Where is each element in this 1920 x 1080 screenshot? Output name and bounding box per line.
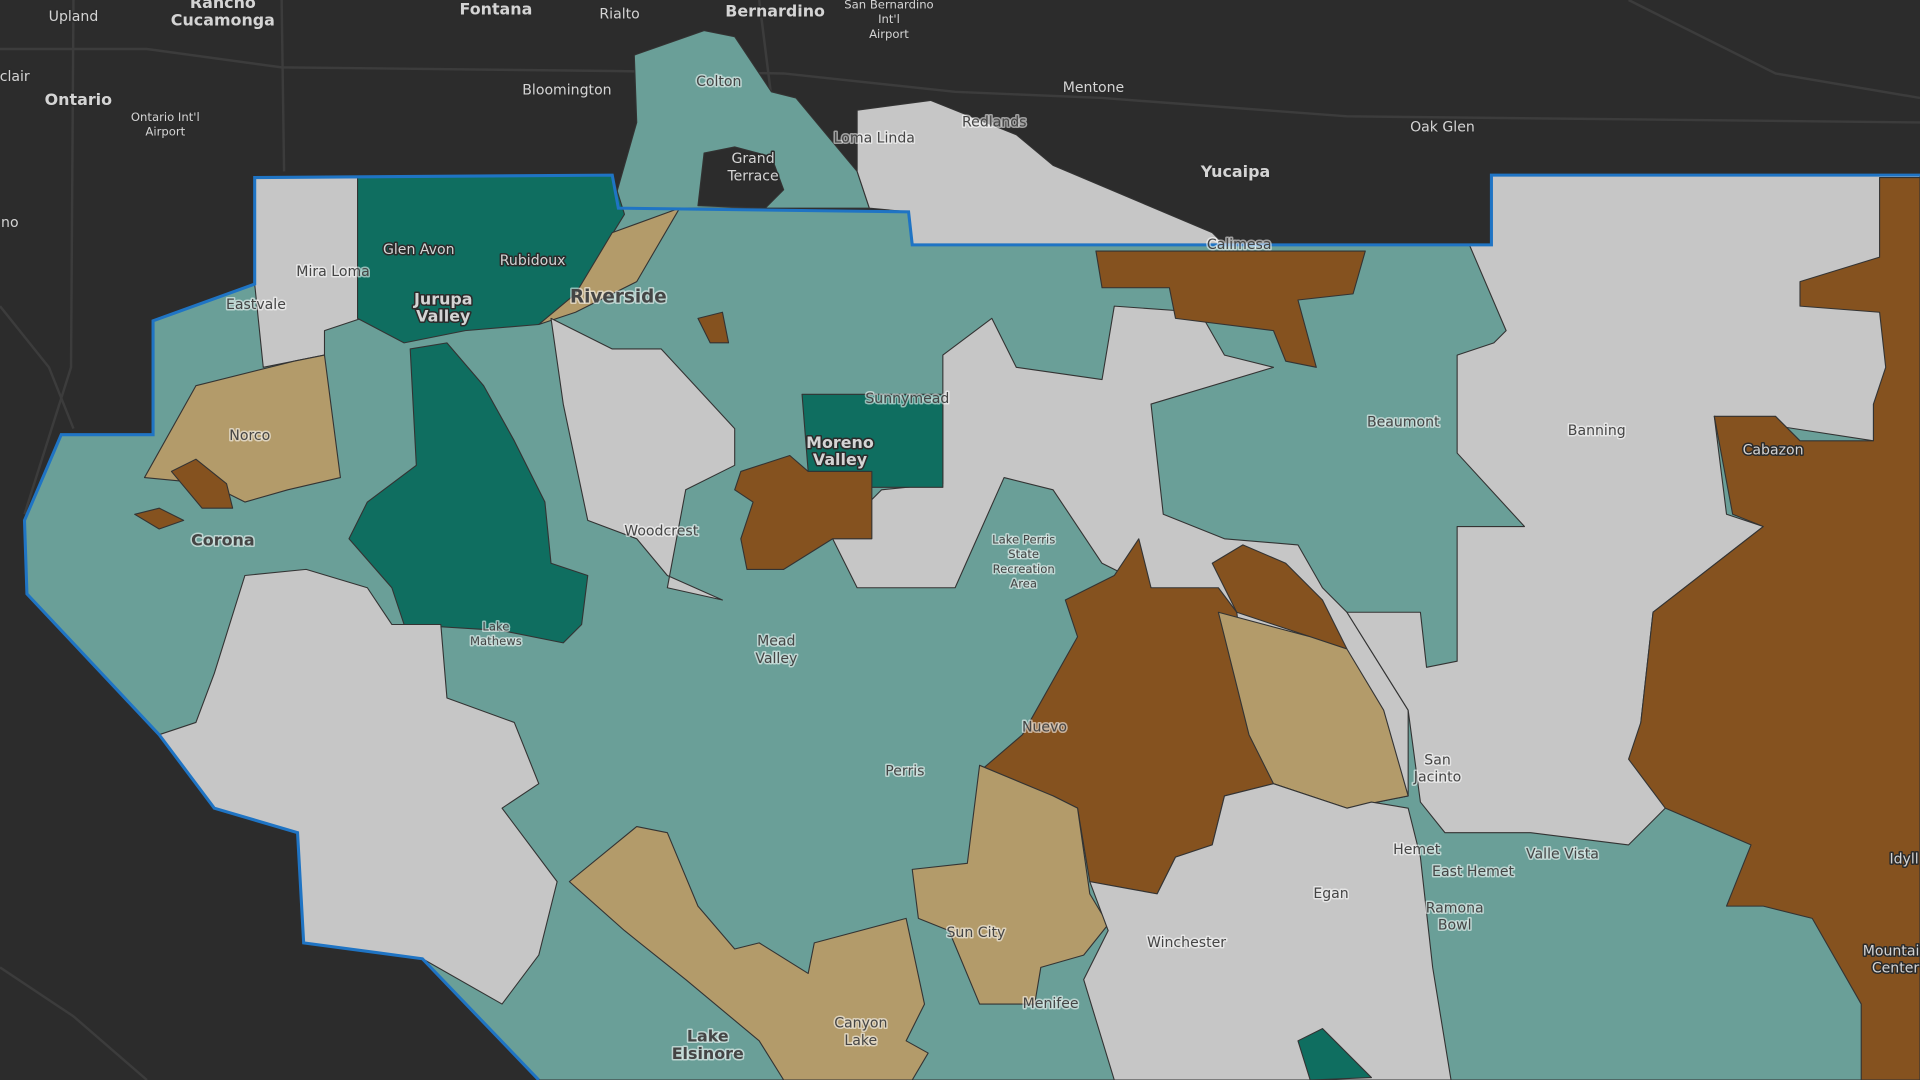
place-label: Area: [1010, 577, 1037, 591]
place-label: East Hemet: [1432, 864, 1514, 880]
place-label: Elsinore: [672, 1044, 744, 1063]
county-boundary: [22, 173, 1920, 1080]
region: [568, 825, 929, 1080]
place-label: Oak Glen: [1410, 119, 1475, 135]
place-label: Colton: [696, 74, 741, 90]
place-label: Ontario: [45, 90, 112, 109]
place-label: Airport: [869, 27, 909, 41]
place-label: Valley: [813, 450, 868, 469]
place-label: Bernardino: [725, 2, 825, 21]
region: [1217, 611, 1409, 809]
place-label: Int'l: [878, 12, 900, 26]
place-label: Mentone: [1063, 80, 1124, 96]
place-label: Riverside: [570, 287, 667, 308]
region: [1211, 544, 1348, 650]
place-label: Idyll: [1889, 852, 1918, 868]
place-label: Lake: [482, 619, 509, 633]
place-label: Jacinto: [1413, 770, 1461, 786]
region: [1628, 177, 1920, 1080]
place-label: San: [1424, 752, 1451, 768]
place-label: Valle Vista: [1526, 847, 1599, 863]
place-label: Mathews: [470, 634, 522, 648]
place-label: no: [1, 215, 19, 231]
place-label: Eastvale: [226, 297, 286, 313]
place-label: Valley: [416, 307, 471, 326]
place-label: Hemet: [1393, 842, 1441, 858]
place-label: Rancho: [190, 0, 256, 12]
place-label: Mountain: [1863, 943, 1920, 959]
place-label: Sun City: [946, 925, 1005, 941]
place-label: Lake Perris: [992, 533, 1055, 547]
place-label: Mead: [757, 634, 795, 650]
place-label: Calimesa: [1207, 237, 1272, 253]
place-label: Glen Avon: [383, 242, 455, 258]
place-label: Menifee: [1023, 996, 1079, 1012]
region: [1095, 250, 1366, 368]
place-label: State: [1008, 547, 1039, 561]
region: [1083, 783, 1452, 1080]
region: [911, 764, 1109, 1005]
place-label: Center: [1872, 961, 1920, 977]
place-label: Ontario Int'l: [131, 110, 200, 124]
place-label: Beaumont: [1367, 414, 1440, 430]
place-label: Banning: [1568, 423, 1626, 439]
place-label: Bowl: [1438, 918, 1472, 934]
place-label: Woodcrest: [624, 523, 698, 539]
place-label: Terrace: [726, 168, 778, 184]
region: [550, 317, 736, 601]
county-regions: [23, 30, 1920, 1080]
place-label: Perris: [885, 763, 924, 779]
place-label: Valley: [755, 651, 797, 667]
place-label: Norco: [229, 428, 270, 444]
place-label: Upland: [49, 9, 99, 25]
region: [734, 454, 873, 570]
region: [134, 507, 185, 530]
place-label: Ramona: [1426, 901, 1484, 917]
place-label: Corona: [191, 531, 254, 550]
place-label: Loma Linda: [834, 130, 915, 146]
place-label: Nuevo: [1022, 719, 1067, 735]
place-label: Egan: [1313, 886, 1348, 902]
place-label: Fontana: [459, 0, 532, 18]
region: [1297, 1028, 1372, 1080]
place-label: Jurupa: [413, 290, 473, 309]
place-label: Redlands: [962, 114, 1026, 130]
region: [170, 458, 234, 509]
place-label: Moreno: [806, 433, 874, 452]
place-label: Rialto: [599, 7, 639, 23]
place-label: Yucaipa: [1200, 162, 1270, 181]
place-label: Lake: [844, 1033, 877, 1049]
place-label: Cucamonga: [171, 10, 275, 29]
place-label: Cabazon: [1743, 443, 1804, 459]
place-label: clair: [0, 69, 30, 85]
place-label: Sunnymead: [865, 391, 949, 407]
place-label: Rubidoux: [500, 253, 566, 269]
region: [348, 342, 589, 644]
place-label: San Bernardino: [844, 0, 933, 11]
place-label: Mira Loma: [296, 264, 369, 280]
place-label: Canyon: [834, 1016, 887, 1032]
region: [697, 146, 785, 209]
place-label: Bloomington: [522, 83, 611, 99]
place-label: Airport: [145, 125, 185, 139]
place-label: Lake: [687, 1027, 729, 1046]
place-label: Winchester: [1147, 935, 1226, 951]
region: [697, 311, 730, 344]
place-label: Recreation: [993, 562, 1055, 576]
place-label: Grand: [731, 151, 774, 167]
